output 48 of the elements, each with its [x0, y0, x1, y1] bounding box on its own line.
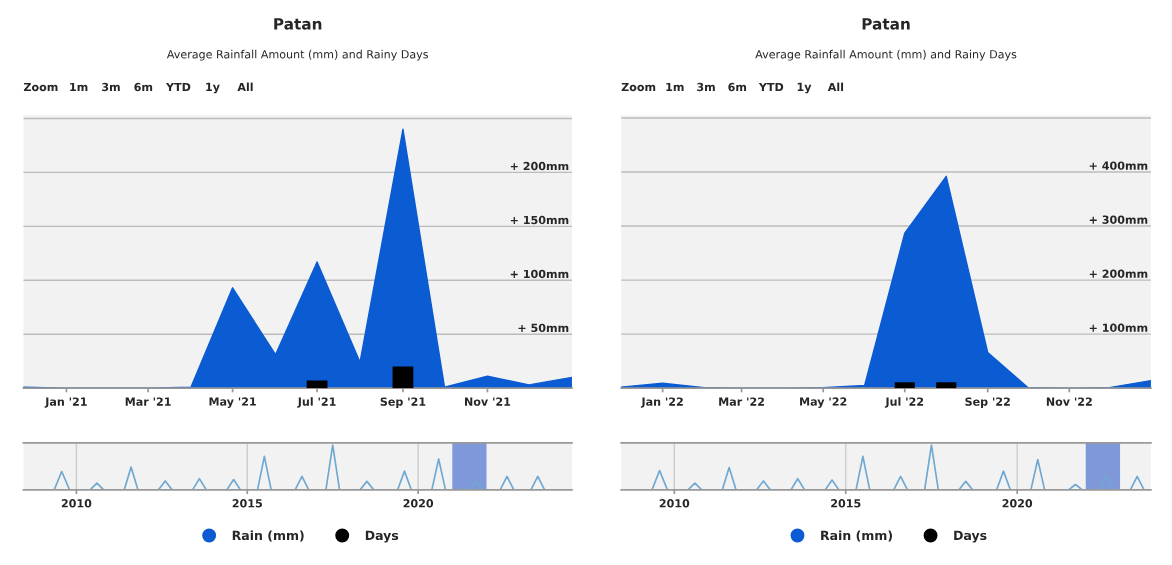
x-tick-label: Nov '21 [465, 397, 511, 406]
y-tick-label: + 50mm [518, 323, 569, 333]
legend-label: Rain (mm) [821, 530, 892, 542]
text: 1y [206, 82, 220, 94]
text: All [827, 82, 844, 92]
x-tick-label: Jul '21 [297, 397, 336, 408]
x-tick-label: Mar '21 [125, 397, 171, 406]
text: 3m [697, 82, 715, 92]
y-tick-label: + 100mm [1089, 323, 1148, 332]
x-tick-label: 2010 [61, 499, 92, 508]
y-tick-label: + 150mm [510, 215, 569, 225]
text: Zoom [621, 82, 656, 92]
text: 1y [797, 82, 812, 94]
y-tick-label: + 100mm [510, 269, 569, 279]
text: All [237, 82, 253, 92]
text: YTD [758, 82, 784, 92]
chart-subtitle: Average Rainfall Amount (mm) and Rainy Days [166, 49, 429, 61]
text: 3m [102, 82, 120, 92]
legend-label: Rain (mm) [232, 530, 304, 542]
text: 1m [666, 82, 684, 92]
x-tick-label: Mar '22 [719, 397, 764, 406]
x-tick-label: May '22 [800, 397, 847, 408]
x-tick-label: 2020 [1002, 499, 1033, 508]
text: 1m [70, 82, 88, 92]
x-tick-label: 2015 [232, 499, 262, 508]
x-tick-label: Nov '22 [1046, 397, 1092, 406]
text: 6m [728, 82, 747, 92]
x-tick-label: 2010 [659, 499, 690, 508]
x-tick-label: Sep '22 [965, 397, 1010, 408]
x-tick-label: 2015 [831, 499, 861, 508]
legend-label: Days [954, 530, 987, 543]
chart-title: Patan [274, 18, 322, 30]
x-tick-label: Sep '21 [380, 397, 426, 408]
x-tick-label: Jan '22 [640, 397, 683, 408]
x-tick-label: 2020 [403, 499, 434, 508]
text: 6m [134, 82, 153, 92]
x-tick-label: May '21 [209, 397, 256, 408]
text: YTD [165, 82, 191, 92]
y-tick-label: + 200mm [510, 161, 569, 171]
x-tick-label: Jan '21 [44, 397, 87, 408]
chart-title: Patan [862, 18, 910, 30]
legend-label: Days [365, 530, 399, 543]
text: Zoom [23, 82, 58, 92]
x-tick-label: Jul '22 [884, 397, 924, 408]
y-tick-label: + 300mm [1089, 215, 1148, 224]
y-tick-label: + 400mm [1089, 161, 1148, 170]
y-tick-label: + 200mm [1089, 269, 1148, 278]
chart-subtitle: Average Rainfall Amount (mm) and Rainy Days [755, 49, 1017, 61]
